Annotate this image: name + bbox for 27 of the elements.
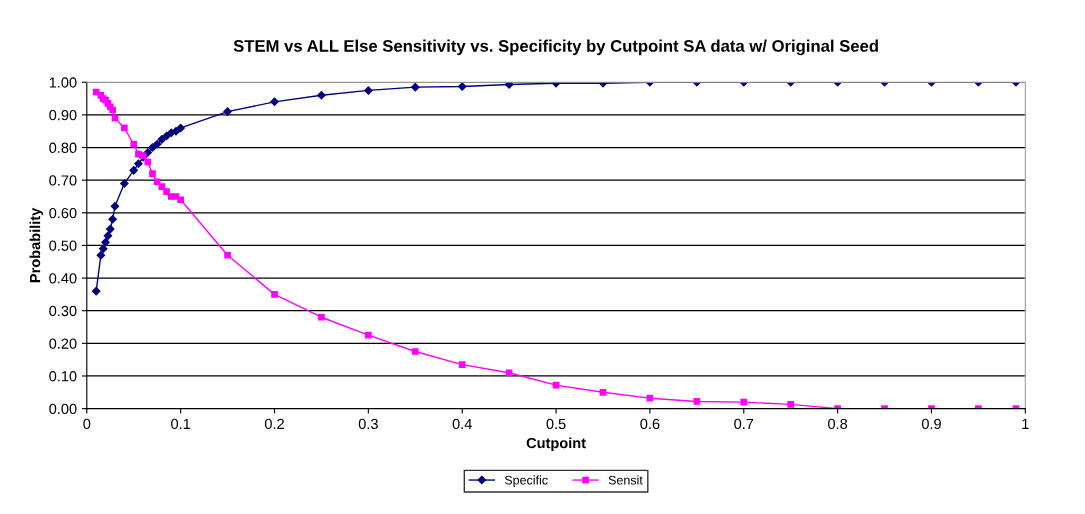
x-tick-label: 0.1 xyxy=(171,418,191,430)
chart-title: STEM vs ALL Else Sensitivity vs. Specificity by Cutpoint SA data w/ Original Seed xyxy=(233,39,878,56)
y-tick-label: 0.90 xyxy=(49,109,77,121)
x-tick-label: 0.5 xyxy=(546,418,566,430)
x-tick-label: 0.4 xyxy=(452,418,472,430)
y-axis-title: Probability xyxy=(29,207,44,283)
legend-label: Sensit xyxy=(608,475,643,485)
y-tick-label: 0.70 xyxy=(49,175,77,186)
x-tick-label: 0.6 xyxy=(640,418,660,430)
y-tick-label: 0.50 xyxy=(49,240,77,251)
y-tick-label: 0.80 xyxy=(49,142,77,153)
legend-label: Specific xyxy=(504,475,548,488)
y-tick-label: 0.20 xyxy=(49,338,77,349)
x-tick-label: 0.3 xyxy=(358,418,378,430)
y-tick-label: 0.10 xyxy=(49,371,77,382)
x-axis-title: Cutpoint xyxy=(526,437,586,452)
y-tick-label: 1.00 xyxy=(49,77,77,88)
x-tick-label: 0.7 xyxy=(734,418,754,430)
x-tick-label: 0.8 xyxy=(828,418,848,430)
y-tick-label: 0.60 xyxy=(49,207,77,219)
x-tick-label: 0 xyxy=(83,418,91,430)
x-tick-label: 1 xyxy=(1022,418,1029,429)
y-tick-label: 0.00 xyxy=(49,403,77,415)
x-tick-label: 0.9 xyxy=(921,418,941,430)
x-tick-label: 0.2 xyxy=(264,418,284,430)
y-tick-label: 0.40 xyxy=(49,273,77,284)
y-tick-label: 0.30 xyxy=(49,305,77,317)
